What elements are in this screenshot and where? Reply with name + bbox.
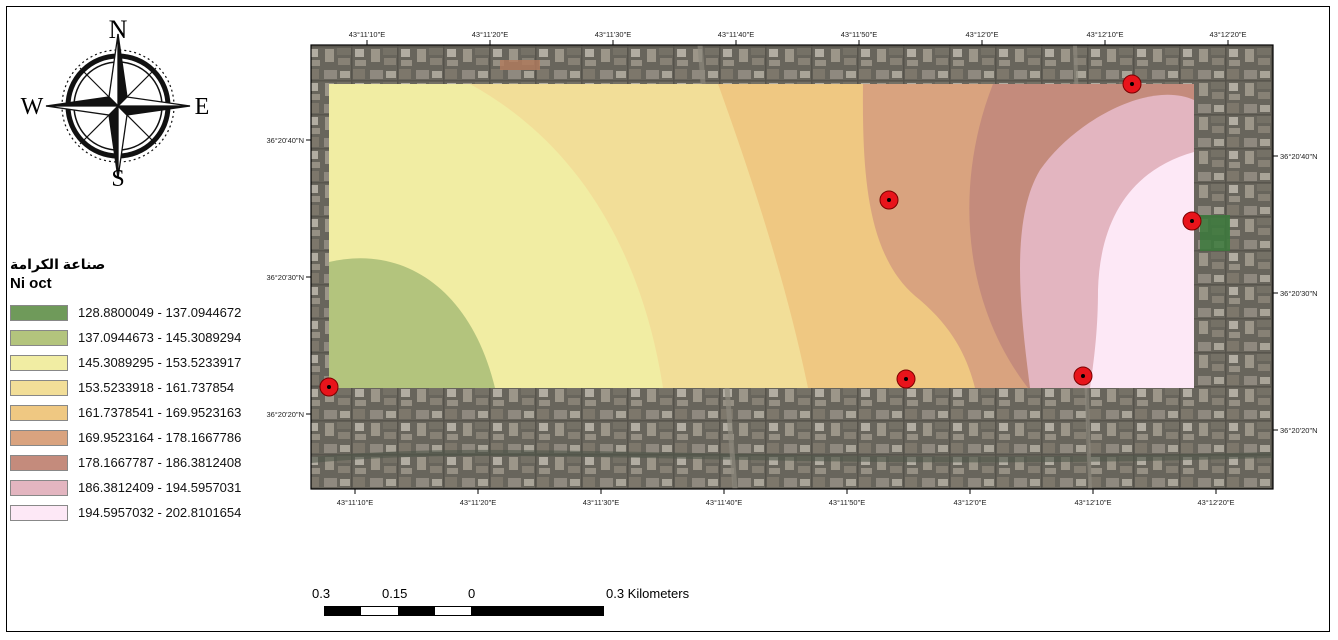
scale-seg-2 [361, 607, 398, 615]
legend-swatch [10, 504, 68, 521]
legend-item: 186.3812409 - 194.5957031 [10, 475, 300, 500]
bottom-tick-label: 43°11'50"E [829, 498, 866, 507]
legend-item: 161.7378541 - 169.9523163 [10, 400, 300, 425]
scale-label-right: 0.3 Kilometers [606, 586, 690, 601]
east-label: E [195, 94, 210, 120]
sample-point [879, 190, 899, 210]
legend-swatch [10, 479, 68, 496]
sample-point [1073, 366, 1093, 386]
legend-label: 128.8800049 - 137.0944672 [78, 305, 242, 320]
sample-points [319, 74, 1202, 397]
legend-title: صناعة الكرامة [10, 256, 106, 272]
legend-swatch [10, 379, 68, 396]
legend-list: 128.8800049 - 137.0944672 137.0944673 - 1… [10, 300, 300, 525]
scale-label-zero: 0 [468, 586, 476, 601]
bottom-tick-label: 43°11'30"E [583, 498, 620, 507]
scale-seg-4 [435, 607, 471, 615]
top-tick-label: 43°11'40"E [718, 30, 755, 39]
top-tick-label: 43°11'20"E [472, 30, 509, 39]
legend-item: 137.0944673 - 145.3089294 [10, 325, 300, 350]
sample-point [1182, 211, 1202, 231]
top-tick-label: 43°12'20"E [1209, 30, 1246, 39]
left-tick-label: 36°20'30"N [266, 273, 304, 282]
graticule-ticks: 43°11'10"E 43°11'20"E 43°11'30"E 43°11'40"E… [266, 30, 1317, 507]
zone-137-145 [329, 258, 495, 388]
legend-label: 153.5233918 - 161.737854 [78, 380, 235, 395]
legend-swatch [10, 429, 68, 446]
legend-item: 178.1667787 - 186.3812408 [10, 450, 300, 475]
north-arrow-icon: N S E W [21, 15, 210, 190]
scale-seg-1 [325, 607, 361, 615]
north-label: N [109, 15, 128, 44]
legend: صناعة الكرامة Ni oct 128.8800049 - 137.0… [10, 256, 300, 525]
legend-swatch [10, 329, 68, 346]
scale-bar: 0.3 0.15 0 0.3 Kilometers [312, 586, 732, 626]
scale-seg-5 [471, 607, 603, 615]
top-tick-label: 43°11'50"E [841, 30, 878, 39]
west-label: W [21, 94, 44, 120]
bottom-tick-label: 43°12'20"E [1197, 498, 1234, 507]
top-tick-label: 43°12'0"E [966, 30, 999, 39]
bottom-tick-label: 43°11'10"E [337, 498, 374, 507]
legend-swatch [10, 354, 68, 371]
legend-swatch [10, 454, 68, 471]
legend-item: 169.9523164 - 178.1667786 [10, 425, 300, 450]
legend-item: 153.5233918 - 161.737854 [10, 375, 300, 400]
legend-label: 137.0944673 - 145.3089294 [78, 330, 242, 345]
top-tick-label: 43°11'30"E [595, 30, 632, 39]
legend-item: 145.3089295 - 153.5233917 [10, 350, 300, 375]
right-tick-label: 36°20'40"N [1280, 152, 1318, 161]
legend-swatch [10, 404, 68, 421]
legend-item: 128.8800049 - 137.0944672 [10, 300, 300, 325]
bottom-tick-label: 43°11'40"E [706, 498, 743, 507]
bottom-tick-label: 43°12'10"E [1074, 498, 1111, 507]
legend-label: 169.9523164 - 178.1667786 [78, 430, 242, 445]
map-frame [6, 6, 1330, 632]
scale-label-left: 0.3 [312, 586, 331, 601]
scale-label-mid: 0.15 [382, 586, 408, 601]
legend-label: 194.5957032 - 202.8101654 [78, 505, 242, 520]
zone-194-202 [1090, 152, 1194, 388]
map-neatline [310, 44, 1274, 490]
left-tick-label: 36°20'20"N [266, 410, 304, 419]
legend-label: 186.3812409 - 194.5957031 [78, 480, 242, 495]
left-tick-label: 36°20'40"N [266, 136, 304, 145]
legend-label: 161.7378541 - 169.9523163 [78, 405, 242, 420]
legend-label: 145.3089295 - 153.5233917 [78, 355, 242, 370]
legend-swatch [10, 304, 68, 321]
sample-point [1122, 74, 1142, 94]
top-tick-label: 43°12'10"E [1086, 30, 1123, 39]
interpolation-surface [329, 84, 1194, 388]
scale-bar-graphic [324, 606, 604, 616]
scale-seg-3 [398, 607, 435, 615]
bottom-tick-label: 43°11'20"E [460, 498, 497, 507]
top-tick-label: 43°11'10"E [349, 30, 386, 39]
sample-point [319, 377, 339, 397]
legend-item: 194.5957032 - 202.8101654 [10, 500, 300, 525]
legend-subtitle: Ni oct [10, 275, 52, 292]
right-tick-label: 36°20'20"N [1280, 426, 1318, 435]
bottom-tick-label: 43°12'0"E [954, 498, 987, 507]
sample-point [896, 369, 916, 389]
legend-label: 178.1667787 - 186.3812408 [78, 455, 242, 470]
right-tick-label: 36°20'30"N [1280, 289, 1318, 298]
south-label: S [111, 166, 124, 190]
